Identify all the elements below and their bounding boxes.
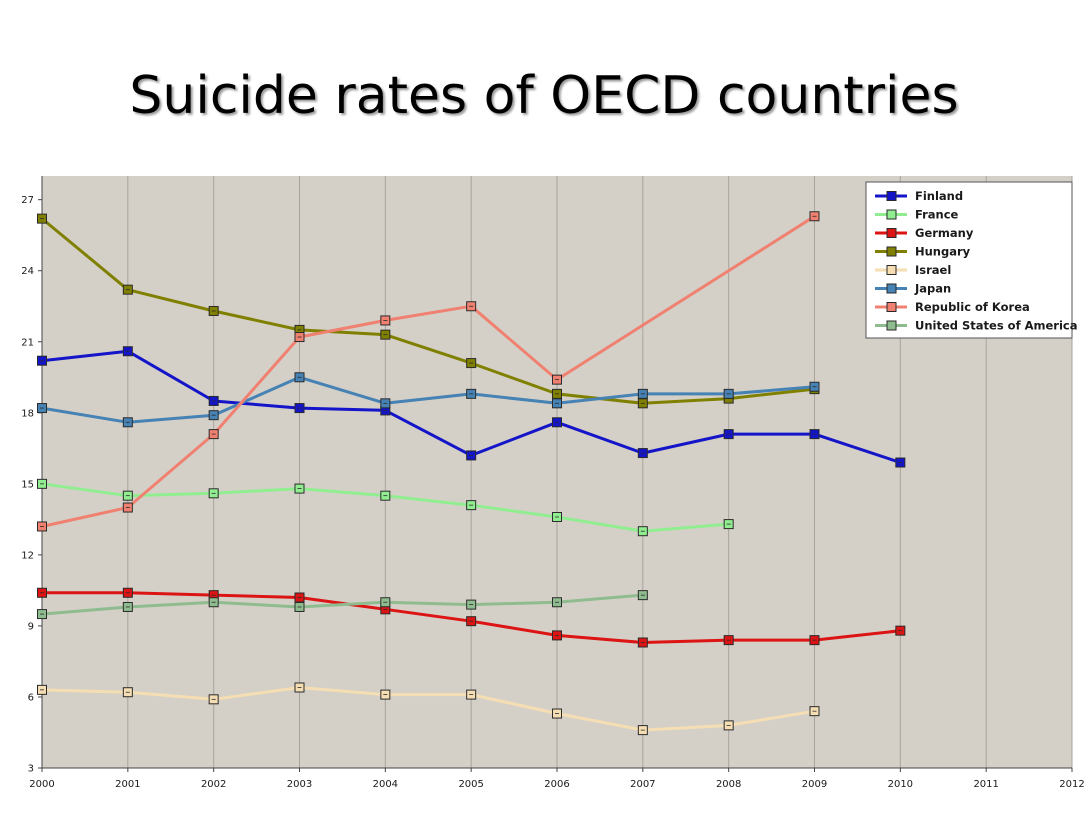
x-tick-label: 2008	[716, 779, 741, 790]
y-tick-label: 9	[28, 621, 34, 632]
series-united-states-of-america	[37, 590, 648, 620]
legend-item-france[interactable]: France	[875, 208, 959, 222]
series-france	[37, 478, 734, 537]
legend-swatch-marker	[886, 265, 897, 275]
legend: Finland France Germany Hungary Israel Japan Re…	[865, 181, 1077, 339]
legend-label: Finland	[915, 189, 963, 203]
legend-label: Germany	[915, 226, 974, 240]
series-republic-of-korea	[37, 211, 820, 532]
legend-swatch-marker	[886, 191, 897, 201]
legend-label: Republic of Korea	[915, 300, 1030, 314]
x-tick-label: 2007	[630, 779, 655, 790]
series-layer	[37, 211, 906, 736]
x-tick-label: 2006	[544, 779, 569, 790]
y-tick-label: 27	[21, 195, 34, 206]
legend-label: France	[915, 208, 959, 222]
legend-label: United States of America	[915, 319, 1077, 333]
legend-item-japan[interactable]: Japan	[875, 282, 951, 296]
legend-swatch-marker	[886, 209, 897, 220]
y-tick-label: 24	[21, 266, 34, 277]
legend-item-finland[interactable]: Finland	[875, 189, 963, 203]
x-tick-label: 2012	[1059, 779, 1084, 790]
y-tick-label: 6	[28, 692, 34, 703]
legend-item-israel[interactable]: Israel	[875, 263, 951, 277]
x-tick-label: 2000	[29, 779, 54, 790]
series-line-hungary	[41, 217, 815, 405]
legend-item-republic-of-korea[interactable]: Republic of Korea	[875, 300, 1030, 314]
x-tick-label: 2005	[458, 779, 483, 790]
legend-swatch-marker	[886, 228, 897, 238]
series-japan	[37, 372, 820, 428]
y-tick-label: 3	[28, 764, 34, 775]
y-tick-label: 12	[21, 550, 34, 561]
x-tick-label: 2004	[373, 779, 398, 790]
series-germany	[37, 587, 906, 648]
legend-box	[865, 181, 1073, 339]
legend-label: Hungary	[915, 245, 971, 259]
series-line-japan	[41, 375, 815, 424]
x-tick-label: 2011	[973, 779, 998, 790]
line-chart: 2000 2001 2002 2003 2004 2005 2006 2007 2008 2009…	[21, 176, 1085, 790]
legend-item-united-states-of-america[interactable]: United States of America	[875, 319, 1077, 333]
grid-lines	[41, 176, 1073, 768]
legend-item-germany[interactable]: Germany	[875, 226, 974, 240]
legend-swatch-marker	[886, 283, 897, 294]
slide-title: Suicide rates of OECD countries	[129, 66, 959, 126]
x-tick-label: 2001	[115, 779, 140, 790]
y-tick-label: 18	[21, 408, 34, 419]
axes: 2000 2001 2002 2003 2004 2005 2006 2007 2008 2009…	[21, 176, 1085, 790]
series-line-united-states-of-america	[41, 593, 643, 616]
legend-swatch-marker	[886, 320, 897, 331]
y-tick-label: 15	[21, 479, 34, 490]
series-line-republic-of-korea	[41, 215, 816, 528]
series-line-israel	[41, 686, 815, 732]
x-tick-label: 2009	[802, 779, 827, 790]
legend-item-hungary[interactable]: Hungary	[875, 245, 971, 259]
x-tick-label: 2003	[287, 779, 312, 790]
y-tick-label: 21	[21, 337, 34, 348]
legend-swatch-marker	[886, 302, 897, 312]
x-tick-label: 2010	[888, 779, 913, 790]
x-tick-label: 2002	[201, 779, 226, 790]
legend-label: Japan	[914, 282, 951, 296]
series-israel	[37, 682, 820, 736]
legend-label: Israel	[915, 263, 951, 277]
legend-swatch-marker	[886, 246, 897, 257]
